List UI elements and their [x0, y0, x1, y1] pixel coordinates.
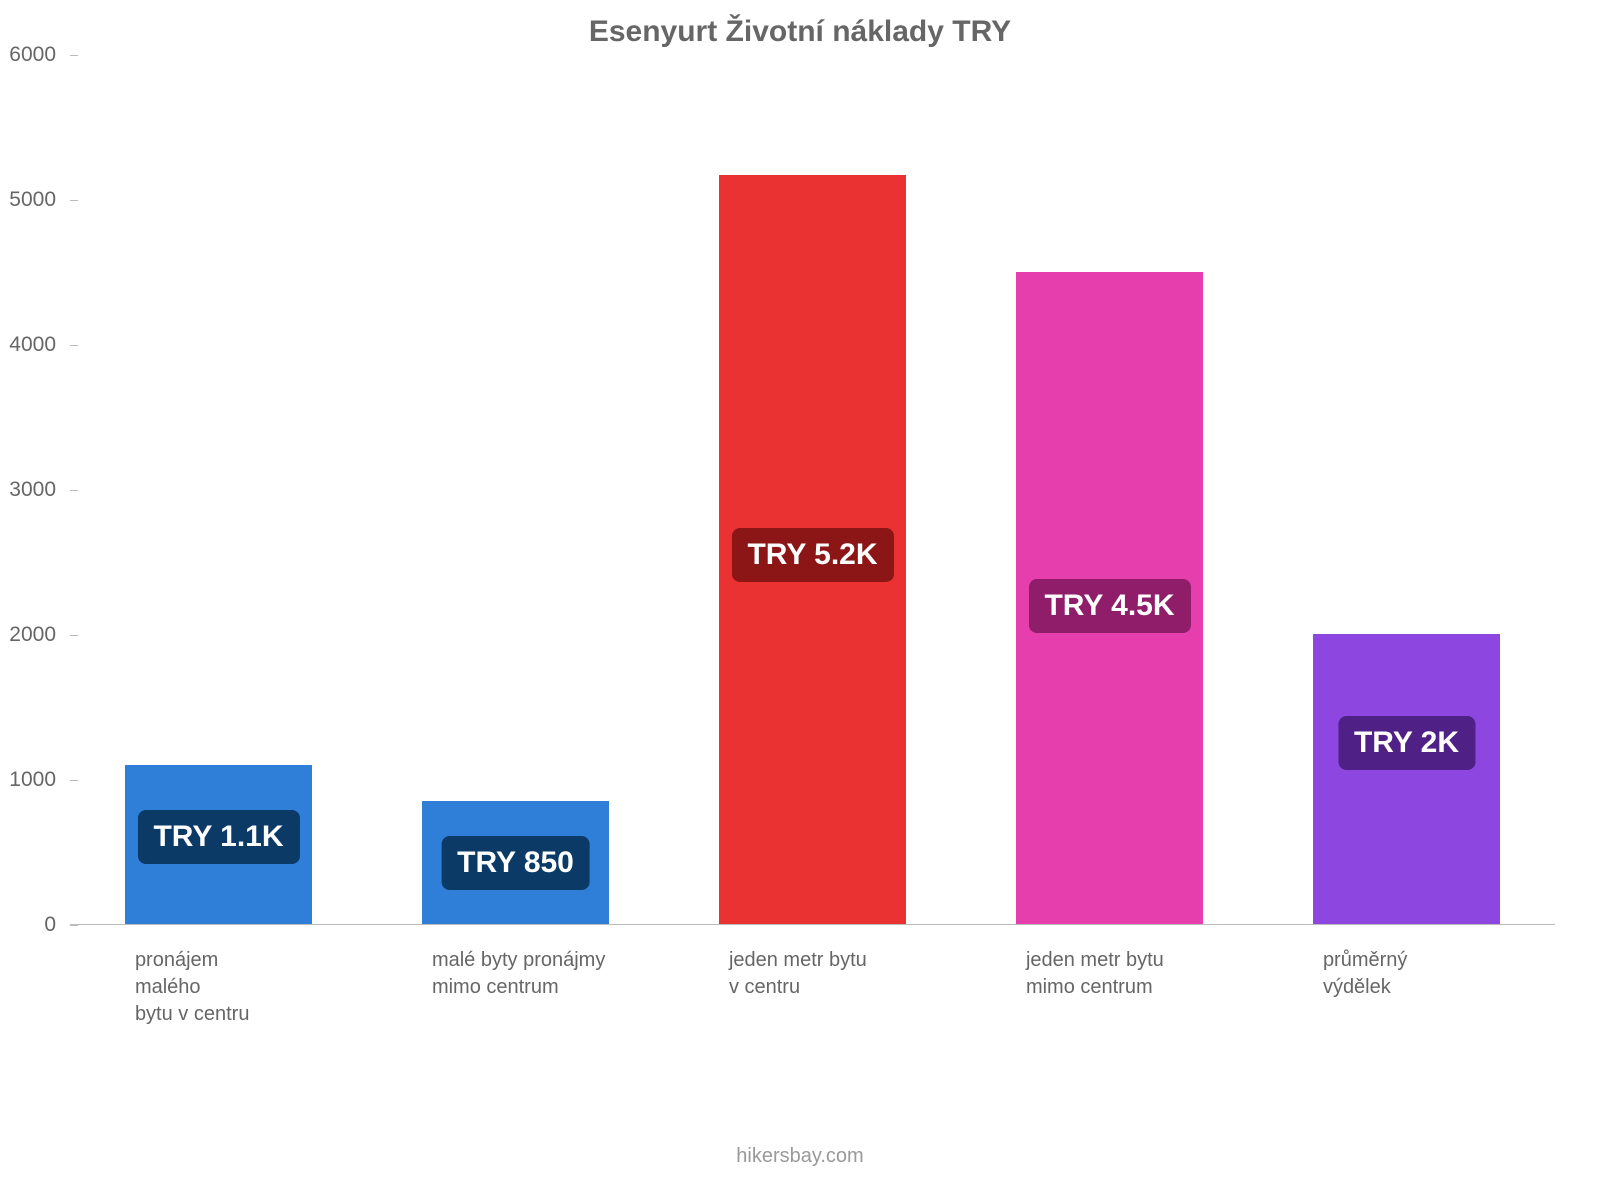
y-axis-tick-label: 2000	[0, 623, 56, 647]
x-axis-label: malé byty pronájmymimo centrum	[432, 947, 679, 1001]
y-axis-tick	[70, 55, 78, 56]
plot-area	[70, 55, 1555, 925]
y-axis-tick-label: 5000	[0, 188, 56, 212]
y-axis-tick	[70, 490, 78, 491]
chart-container: Esenyurt Životní náklady TRY hikersbay.c…	[0, 0, 1600, 1200]
y-axis-tick	[70, 780, 78, 781]
x-axis-label: průměrnývýdělek	[1323, 947, 1570, 1001]
footer-credit: hikersbay.com	[0, 1145, 1600, 1168]
y-axis-tick-label: 1000	[0, 768, 56, 792]
y-axis-tick	[70, 200, 78, 201]
x-axis-label: pronájemmaléhobytu v centru	[135, 947, 382, 1028]
bar-value-badge: TRY 2K	[1338, 716, 1475, 770]
y-axis-tick	[70, 925, 78, 926]
bar-value-badge: TRY 1.1K	[137, 810, 299, 864]
x-axis-label: jeden metr bytumimo centrum	[1026, 947, 1273, 1001]
y-axis-tick-label: 4000	[0, 333, 56, 357]
chart-title: Esenyurt Životní náklady TRY	[0, 15, 1600, 49]
bar-value-badge: TRY 4.5K	[1028, 579, 1190, 633]
y-axis-tick	[70, 345, 78, 346]
y-axis-tick-label: 3000	[0, 478, 56, 502]
bar-value-badge: TRY 5.2K	[731, 528, 893, 582]
bar-value-badge: TRY 850	[441, 836, 590, 890]
chart-bar	[1313, 634, 1500, 924]
y-axis-tick-label: 6000	[0, 43, 56, 67]
x-axis-label: jeden metr bytuv centru	[729, 947, 976, 1001]
y-axis-tick	[70, 635, 78, 636]
y-axis-tick-label: 0	[0, 913, 56, 937]
